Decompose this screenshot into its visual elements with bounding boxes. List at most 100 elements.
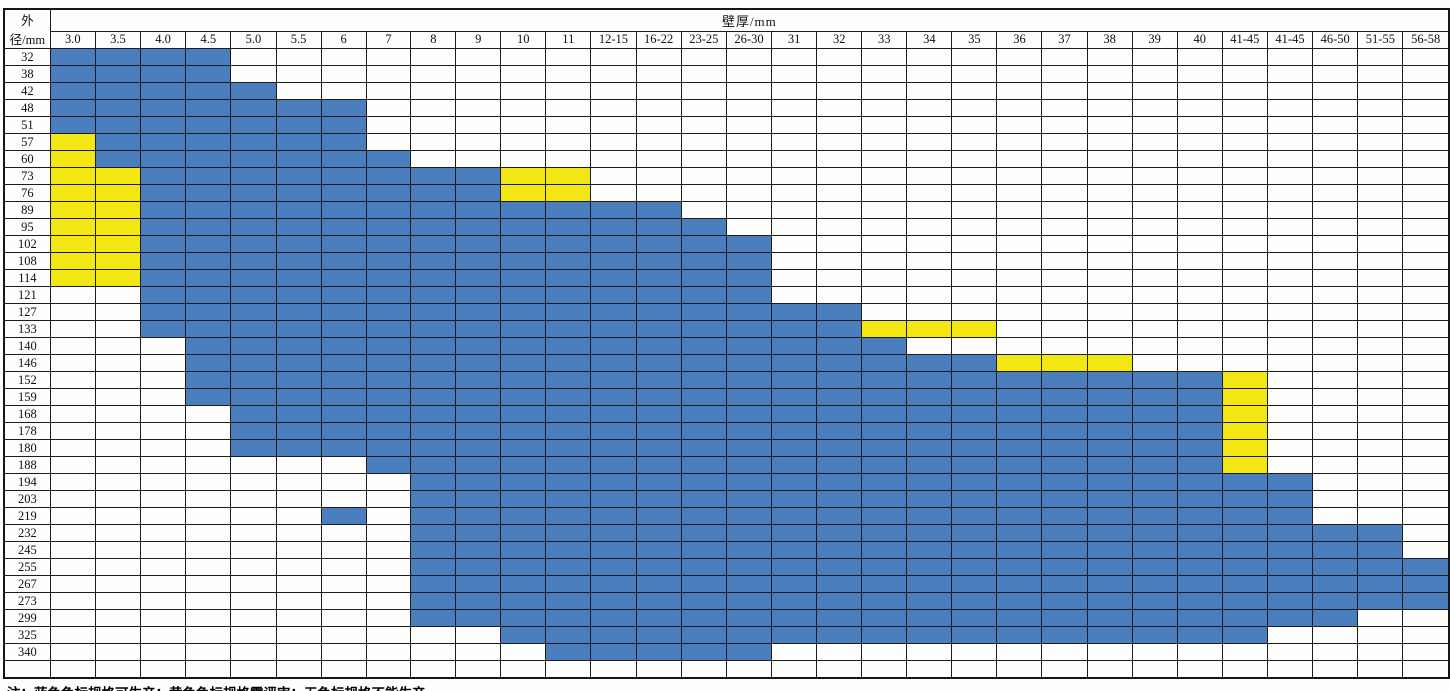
- matrix-cell: [1041, 150, 1088, 168]
- matrix-cell: [996, 371, 1043, 389]
- matrix-cell: [94, 626, 142, 644]
- matrix-cell: [185, 388, 232, 406]
- matrix-cell: [951, 405, 998, 423]
- matrix-cell: [951, 65, 998, 83]
- matrix-cell: [861, 643, 908, 661]
- matrix-cell: [455, 422, 502, 440]
- matrix-cell: [725, 388, 773, 406]
- matrix-cell: [1086, 558, 1133, 576]
- matrix-cell: [816, 82, 863, 100]
- matrix-cell: [49, 99, 96, 117]
- row-label: 121: [3, 286, 51, 304]
- matrix-cell: [455, 201, 502, 219]
- matrix-cell: [951, 388, 998, 406]
- matrix-cell: [1221, 150, 1268, 168]
- matrix-cell: [410, 116, 457, 134]
- matrix-cell: [320, 235, 367, 253]
- matrix-cell: [49, 82, 96, 100]
- matrix-cell: [1041, 354, 1088, 372]
- matrix-cell: [320, 422, 367, 440]
- matrix-cell: [1266, 422, 1314, 440]
- matrix-cell: [1357, 218, 1404, 236]
- matrix-cell: [275, 439, 322, 457]
- matrix-cell: [816, 269, 863, 287]
- matrix-cell: [1357, 269, 1404, 287]
- matrix-cell: [1176, 133, 1223, 151]
- matrix-cell: [951, 133, 998, 151]
- matrix-cell: [1176, 405, 1223, 423]
- matrix-cell: [1086, 133, 1133, 151]
- matrix-cell: [1221, 456, 1268, 474]
- matrix-cell: [816, 252, 863, 270]
- matrix-cell: [49, 65, 96, 83]
- col-header: 36: [996, 30, 1043, 50]
- matrix-cell: [1266, 371, 1314, 389]
- matrix-cell: [455, 660, 502, 679]
- matrix-cell: [1357, 439, 1404, 457]
- row-label: 219: [3, 507, 51, 525]
- matrix-cell: [49, 371, 96, 389]
- matrix-cell: [590, 507, 637, 525]
- matrix-cell: [455, 524, 502, 542]
- matrix-cell: [906, 303, 953, 321]
- matrix-cell: [771, 65, 818, 83]
- matrix-cell: [185, 167, 232, 185]
- matrix-cell: [500, 439, 547, 457]
- row-label: 51: [3, 116, 51, 134]
- matrix-cell: [816, 150, 863, 168]
- matrix-cell: [635, 626, 682, 644]
- matrix-cell: [1131, 575, 1178, 593]
- matrix-cell: [410, 524, 457, 542]
- row-label: 152: [3, 371, 51, 389]
- matrix-cell: [1402, 643, 1450, 661]
- matrix-cell: [545, 371, 592, 389]
- matrix-cell: [320, 592, 367, 610]
- matrix-cell: [1131, 320, 1178, 338]
- matrix-cell: [590, 116, 637, 134]
- matrix-cell: [365, 218, 412, 236]
- matrix-cell: [1221, 660, 1268, 679]
- matrix-cell: [185, 456, 232, 474]
- matrix-cell: [725, 473, 773, 491]
- matrix-cell: [1131, 473, 1178, 491]
- table-row: 299: [3, 609, 1450, 627]
- matrix-cell: [1221, 269, 1268, 287]
- matrix-cell: [816, 303, 863, 321]
- matrix-cell: [1176, 218, 1223, 236]
- matrix-cell: [94, 354, 142, 372]
- matrix-cell: [185, 405, 232, 423]
- matrix-cell: [140, 575, 187, 593]
- matrix-cell: [1131, 303, 1178, 321]
- col-header: 35: [951, 30, 998, 50]
- matrix-cell: [500, 626, 547, 644]
- matrix-cell: [365, 354, 412, 372]
- matrix-cell: [1041, 422, 1088, 440]
- matrix-cell: [1086, 456, 1133, 474]
- col-header: 10: [500, 30, 547, 50]
- matrix-cell: [906, 490, 953, 508]
- matrix-cell: [185, 133, 232, 151]
- col-header: 26-30: [725, 30, 773, 50]
- matrix-cell: [185, 218, 232, 236]
- matrix-cell: [1086, 184, 1133, 202]
- matrix-cell: [320, 99, 367, 117]
- matrix-cell: [320, 252, 367, 270]
- matrix-cell: [49, 150, 96, 168]
- matrix-cell: [185, 99, 232, 117]
- matrix-cell: [1402, 303, 1450, 321]
- matrix-cell: [771, 422, 818, 440]
- matrix-cell: [320, 167, 367, 185]
- matrix-cell: [680, 303, 727, 321]
- matrix-cell: [725, 575, 773, 593]
- matrix-cell: [1357, 422, 1404, 440]
- col-header: 12-15: [590, 30, 637, 50]
- matrix-cell: [1131, 65, 1178, 83]
- matrix-cell: [275, 303, 322, 321]
- matrix-cell: [771, 286, 818, 304]
- row-label: 102: [3, 235, 51, 253]
- matrix-cell: [1221, 354, 1268, 372]
- matrix-cell: [1312, 320, 1359, 338]
- matrix-cell: [365, 48, 412, 66]
- matrix-cell: [816, 439, 863, 457]
- matrix-cell: [320, 643, 367, 661]
